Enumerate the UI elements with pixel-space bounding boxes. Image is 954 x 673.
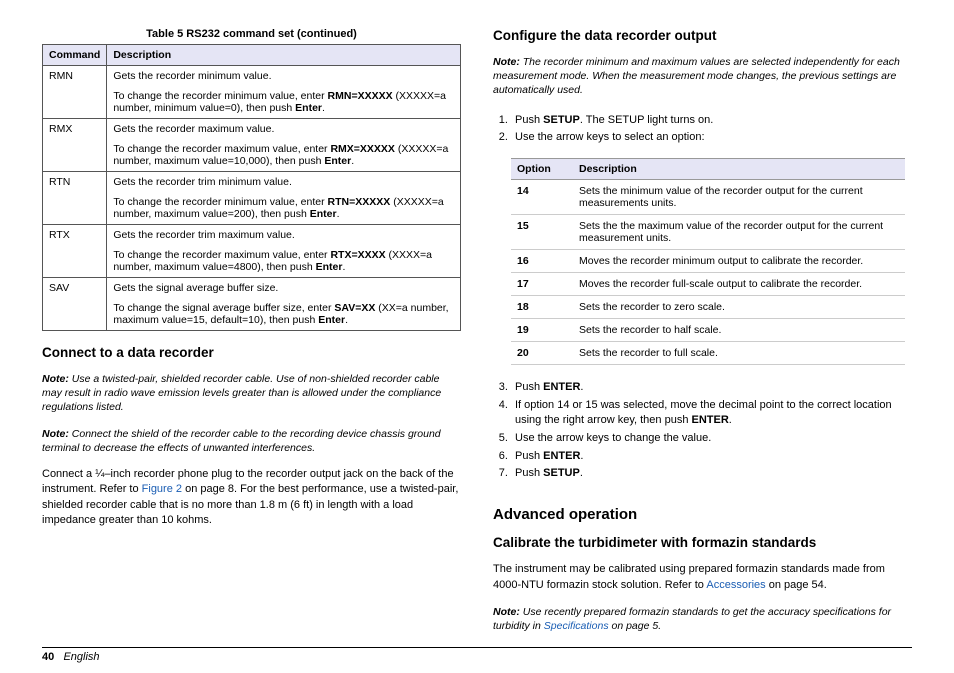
option-number: 16 (511, 250, 573, 273)
description-cell: To change the recorder minimum value, en… (107, 86, 461, 119)
option-row: 14Sets the minimum value of the recorder… (511, 180, 905, 215)
step-4: If option 14 or 15 was selected, move th… (511, 398, 912, 428)
step-2: Use the arrow keys to select an option: (511, 130, 912, 145)
col-command: Command (43, 45, 107, 66)
option-description: Sets the the maximum value of the record… (573, 215, 905, 250)
option-number: 20 (511, 342, 573, 365)
description-cell: Gets the recorder trim minimum value. (107, 172, 461, 193)
heading-calibrate: Calibrate the turbidimeter with formazin… (493, 535, 912, 550)
table-title: Table 5 RS232 command set (continued) (42, 28, 461, 40)
command-cell: RMN (43, 66, 107, 119)
note-recorder-values: Note: The recorder minimum and maximum v… (493, 55, 912, 98)
page-language: English (63, 651, 99, 663)
col-option: Option (511, 159, 573, 180)
step-3: Push ENTER. (511, 380, 912, 395)
option-description: Sets the minimum value of the recorder o… (573, 180, 905, 215)
option-description: Sets the recorder to full scale. (573, 342, 905, 365)
command-table: Command Description RMNGets the recorder… (42, 44, 461, 331)
option-row: 15Sets the the maximum value of the reco… (511, 215, 905, 250)
connect-paragraph: Connect a ¼–inch recorder phone plug to … (42, 467, 461, 529)
note-formazin: Note: Use recently prepared formazin sta… (493, 605, 912, 633)
page: Table 5 RS232 command set (continued) Co… (0, 0, 954, 673)
description-cell: To change the recorder maximum value, en… (107, 245, 461, 278)
option-description: Moves the recorder minimum output to cal… (573, 250, 905, 273)
description-cell: Gets the recorder maximum value. (107, 119, 461, 140)
page-number: 40 (42, 651, 54, 663)
option-row: 17Moves the recorder full-scale output t… (511, 273, 905, 296)
option-row: 19Sets the recorder to half scale. (511, 319, 905, 342)
note-ground-shield: Note: Connect the shield of the recorder… (42, 427, 461, 455)
figure-2-link[interactable]: Figure 2 (142, 483, 182, 495)
step-7: Push SETUP. (511, 466, 912, 481)
option-number: 15 (511, 215, 573, 250)
option-number: 17 (511, 273, 573, 296)
col-description: Description (107, 45, 461, 66)
option-description: Moves the recorder full-scale output to … (573, 273, 905, 296)
heading-connect: Connect to a data recorder (42, 345, 461, 360)
description-cell: Gets the signal average buffer size. (107, 278, 461, 299)
description-cell: To change the signal average buffer size… (107, 298, 461, 331)
option-row: 16Moves the recorder minimum output to c… (511, 250, 905, 273)
option-row: 18Sets the recorder to zero scale. (511, 296, 905, 319)
note-shielded-cable: Note: Use a twisted-pair, shielded recor… (42, 372, 461, 415)
description-cell: Gets the recorder minimum value. (107, 66, 461, 87)
step-1: Push SETUP. The SETUP light turns on. (511, 113, 912, 128)
option-description: Sets the recorder to zero scale. (573, 296, 905, 319)
description-cell: To change the recorder minimum value, en… (107, 192, 461, 225)
option-row: 20Sets the recorder to full scale. (511, 342, 905, 365)
options-table: Option Description 14Sets the minimum va… (511, 158, 905, 365)
option-number: 14 (511, 180, 573, 215)
heading-advanced: Advanced operation (493, 506, 912, 523)
option-number: 18 (511, 296, 573, 319)
heading-configure: Configure the data recorder output (493, 28, 912, 43)
command-cell: SAV (43, 278, 107, 331)
command-cell: RTN (43, 172, 107, 225)
command-cell: RTX (43, 225, 107, 278)
step-5: Use the arrow keys to change the value. (511, 431, 912, 446)
two-column-layout: Table 5 RS232 command set (continued) Co… (42, 28, 912, 639)
description-cell: To change the recorder maximum value, en… (107, 139, 461, 172)
steps-list-top: Push SETUP. The SETUP light turns on. Us… (493, 110, 912, 149)
specifications-link[interactable]: Specifications (544, 620, 609, 632)
command-cell: RMX (43, 119, 107, 172)
calibrate-paragraph: The instrument may be calibrated using p… (493, 562, 912, 593)
step-6: Push ENTER. (511, 449, 912, 464)
page-footer: 40 English (42, 647, 912, 663)
left-column: Table 5 RS232 command set (continued) Co… (42, 28, 461, 639)
col-opt-description: Description (573, 159, 905, 180)
steps-list-bottom: Push ENTER. If option 14 or 15 was selec… (493, 377, 912, 484)
right-column: Configure the data recorder output Note:… (493, 28, 912, 639)
option-description: Sets the recorder to half scale. (573, 319, 905, 342)
description-cell: Gets the recorder trim maximum value. (107, 225, 461, 246)
accessories-link[interactable]: Accessories (706, 579, 765, 591)
option-number: 19 (511, 319, 573, 342)
